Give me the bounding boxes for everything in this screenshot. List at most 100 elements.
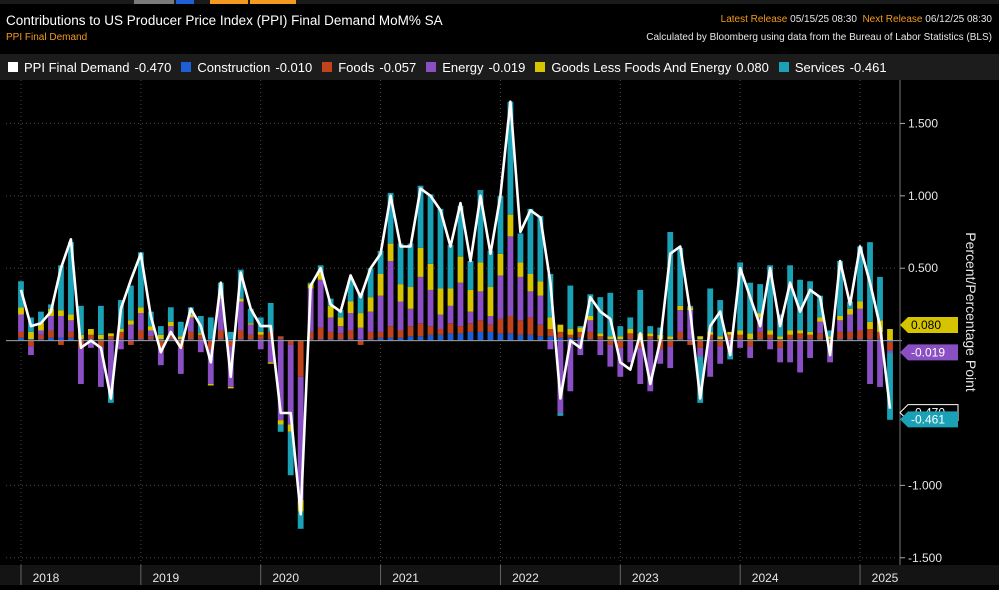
bar-segment-foods <box>317 327 324 340</box>
bar-segment-services <box>827 330 833 337</box>
bar-segment-goods-less-foods-and-energy <box>737 330 744 335</box>
bar-segment-goods-less-foods-and-energy <box>587 315 594 321</box>
bar-segment-goods-less-foods-and-energy <box>487 287 494 316</box>
bar-segment-foods <box>807 334 813 340</box>
bar-segment-construction <box>337 339 344 341</box>
bar-segment-foods <box>587 331 594 340</box>
bar-segment-construction <box>397 337 404 341</box>
legend-item-foods[interactable]: Foods -0.057 <box>322 60 416 75</box>
bar-segment-services <box>337 310 344 318</box>
bar-segment-energy <box>78 347 84 385</box>
bar-segment-services <box>567 285 574 330</box>
legend-item-construction[interactable]: Construction -0.010 <box>181 60 312 75</box>
bar-segment-services <box>837 260 843 316</box>
bar-segment-construction <box>647 339 654 341</box>
legend-item-services[interactable]: Services -0.461 <box>778 60 887 75</box>
bar-segment-goods-less-foods-and-energy <box>667 336 674 340</box>
bar-segment-energy <box>627 340 634 363</box>
bar-segment-foods <box>637 340 644 348</box>
bar-segment-construction <box>597 339 604 341</box>
bar-segment-foods <box>357 340 364 345</box>
bar-segment-construction <box>58 337 64 341</box>
y-tick-label: 1.500 <box>908 116 938 130</box>
bar-segment-foods <box>167 333 174 340</box>
bar-segment-construction <box>28 339 34 341</box>
bar-segment-goods-less-foods-and-energy <box>747 333 754 340</box>
legend-item-ppi-final-demand[interactable]: PPI Final Demand -0.470 <box>8 60 171 75</box>
bar-segment-construction <box>827 339 833 341</box>
bar-segment-energy <box>817 321 823 334</box>
end-value-tag-label: -0.461 <box>911 412 945 426</box>
bar-segment-foods <box>797 333 804 340</box>
bar-segment-foods <box>287 340 294 345</box>
bar-segment-construction <box>527 334 534 341</box>
legend-item-energy[interactable]: Energy -0.019 <box>426 60 525 75</box>
bar-segment-services <box>467 260 474 290</box>
legend-label: Energy <box>442 59 484 75</box>
legend-label: Goods Less Foods And Energy <box>551 59 732 75</box>
legend-value: -0.010 <box>275 59 313 75</box>
bar-segment-goods-less-foods-and-energy <box>177 336 184 340</box>
bar-segment-services <box>647 326 654 334</box>
x-axis-band <box>0 565 999 585</box>
bar-segment-goods-less-foods-and-energy <box>277 420 284 425</box>
next-release-label: Next Release <box>862 14 923 25</box>
bar-segment-energy <box>417 276 424 324</box>
legend-label: Foods <box>338 59 375 75</box>
bar-segment-goods-less-foods-and-energy <box>18 307 24 315</box>
bar-segment-construction <box>707 339 714 341</box>
bar-segment-construction <box>48 337 54 341</box>
bar-segment-energy <box>647 340 654 392</box>
bar-segment-services <box>497 195 504 254</box>
bar-segment-goods-less-foods-and-energy <box>757 313 764 318</box>
bar-segment-energy <box>477 291 484 321</box>
bar-segment-goods-less-foods-and-energy <box>607 336 614 340</box>
bar-segment-construction <box>517 334 524 341</box>
bar-segment-energy <box>687 310 694 340</box>
bar-segment-foods <box>127 340 134 345</box>
bar-segment-energy <box>887 350 893 354</box>
bar-segment-energy <box>367 311 374 332</box>
x-tick-label: 2023 <box>632 571 659 585</box>
bar-segment-goods-less-foods-and-energy <box>88 329 94 335</box>
bar-segment-energy <box>847 314 853 332</box>
y-tick-label: -1.000 <box>908 478 942 492</box>
bar-segment-construction <box>167 339 174 341</box>
y-tick-label: 1.000 <box>908 189 938 203</box>
bar-segment-energy <box>487 315 494 325</box>
bar-segment-foods <box>137 330 144 340</box>
bar-segment-foods <box>427 326 434 335</box>
bar-segment-construction <box>817 339 823 341</box>
bar-segment-services <box>377 250 384 274</box>
bar-segment-services <box>247 308 254 324</box>
next-release-value: 06/12/25 08:30 <box>925 14 992 25</box>
legend-swatch <box>535 62 546 72</box>
bar-segment-goods-less-foods-and-energy <box>447 288 454 306</box>
bar-segment-energy <box>447 305 454 324</box>
bar-segment-construction <box>737 339 744 341</box>
bar-segment-goods-less-foods-and-energy <box>847 308 853 315</box>
bar-segment-services <box>68 242 74 315</box>
source-note: Calculated by Bloomberg using data from … <box>646 32 992 43</box>
bar-segment-energy <box>387 260 394 327</box>
legend-item-goods-less-foods-and-energy[interactable]: Goods Less Foods And Energy 0.080 <box>535 60 769 75</box>
legend-swatch <box>8 62 18 72</box>
bar-segment-energy <box>237 301 244 331</box>
bar-segment-goods-less-foods-and-energy <box>527 274 534 292</box>
bar-segment-goods-less-foods-and-energy <box>28 331 34 340</box>
ppi-final-demand-line <box>19 100 892 516</box>
bar-segment-construction <box>467 331 474 341</box>
bar-segment-goods-less-foods-and-energy <box>517 262 524 277</box>
bar-segment-construction <box>117 339 124 341</box>
bar-segment-foods <box>527 317 534 335</box>
bar-segment-foods <box>487 324 494 332</box>
bar-segment-construction <box>197 339 204 341</box>
bar-segment-construction <box>567 337 574 341</box>
bar-segment-goods-less-foods-and-energy <box>117 329 124 332</box>
bar-segment-services <box>747 282 754 334</box>
bar-segment-foods <box>58 340 64 345</box>
bar-segment-energy <box>58 315 64 338</box>
bar-segment-foods <box>68 331 74 338</box>
bar-segment-goods-less-foods-and-energy <box>337 317 344 327</box>
bar-segment-foods <box>727 334 734 340</box>
